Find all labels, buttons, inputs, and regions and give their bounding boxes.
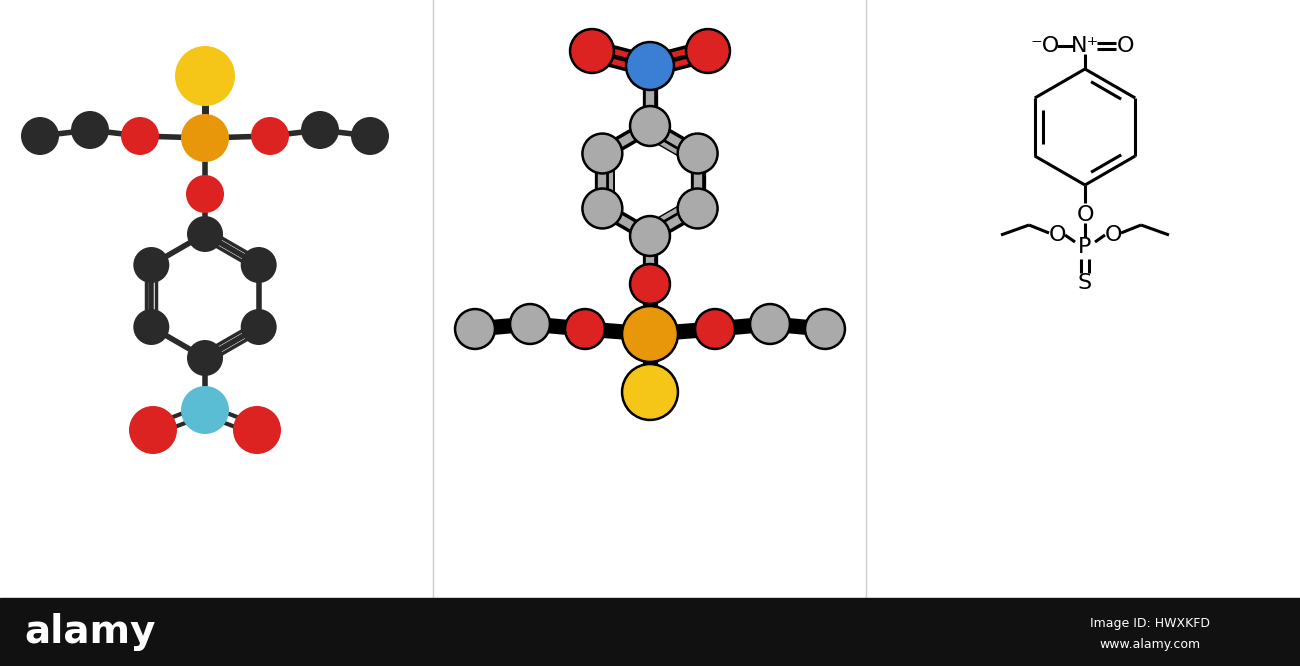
Circle shape [625, 41, 675, 91]
Text: www.alamy.com: www.alamy.com [1100, 638, 1201, 651]
Circle shape [72, 111, 109, 149]
Circle shape [694, 308, 736, 350]
Circle shape [186, 175, 224, 213]
Circle shape [750, 304, 790, 344]
Circle shape [585, 135, 620, 172]
Circle shape [628, 44, 672, 88]
Circle shape [181, 386, 229, 434]
Circle shape [805, 308, 845, 350]
Circle shape [569, 29, 615, 73]
Circle shape [632, 218, 668, 254]
Circle shape [187, 216, 224, 252]
Circle shape [582, 133, 623, 174]
Circle shape [134, 309, 169, 345]
Circle shape [351, 117, 389, 155]
Circle shape [240, 309, 277, 345]
Bar [0, 598, 1300, 666]
Circle shape [510, 304, 550, 344]
Circle shape [302, 111, 339, 149]
Circle shape [680, 135, 715, 172]
Circle shape [251, 117, 289, 155]
Circle shape [512, 306, 549, 342]
Circle shape [697, 311, 733, 347]
Circle shape [121, 117, 159, 155]
Circle shape [134, 247, 169, 283]
Circle shape [233, 406, 281, 454]
Circle shape [677, 188, 718, 229]
Circle shape [567, 311, 603, 347]
Circle shape [21, 117, 58, 155]
Text: Image ID: HWXKFD: Image ID: HWXKFD [1089, 617, 1210, 630]
Text: O: O [1076, 205, 1093, 225]
Text: O: O [1048, 225, 1066, 245]
Circle shape [458, 311, 493, 347]
Circle shape [680, 190, 715, 226]
Text: P: P [1078, 237, 1092, 257]
Circle shape [677, 133, 718, 174]
Circle shape [751, 306, 788, 342]
Circle shape [181, 114, 229, 162]
Circle shape [582, 188, 623, 229]
Circle shape [688, 31, 728, 71]
Circle shape [629, 264, 671, 304]
Circle shape [187, 340, 224, 376]
Text: O: O [1117, 36, 1134, 56]
Circle shape [572, 31, 612, 71]
Circle shape [685, 29, 731, 73]
Circle shape [807, 311, 842, 347]
Text: ⁻O: ⁻O [1031, 36, 1060, 56]
Circle shape [621, 306, 679, 362]
Circle shape [585, 190, 620, 226]
Circle shape [632, 108, 668, 144]
Circle shape [240, 247, 277, 283]
Circle shape [632, 266, 668, 302]
Text: N⁺: N⁺ [1071, 36, 1098, 56]
Circle shape [629, 216, 671, 256]
Circle shape [624, 308, 676, 360]
Circle shape [176, 46, 235, 106]
Circle shape [624, 366, 676, 418]
Circle shape [455, 308, 495, 350]
Circle shape [629, 105, 671, 147]
Circle shape [621, 364, 679, 420]
Circle shape [129, 406, 177, 454]
Text: alamy: alamy [25, 613, 156, 651]
Circle shape [564, 308, 606, 350]
Text: O: O [1104, 225, 1122, 245]
Text: S: S [1078, 273, 1092, 293]
